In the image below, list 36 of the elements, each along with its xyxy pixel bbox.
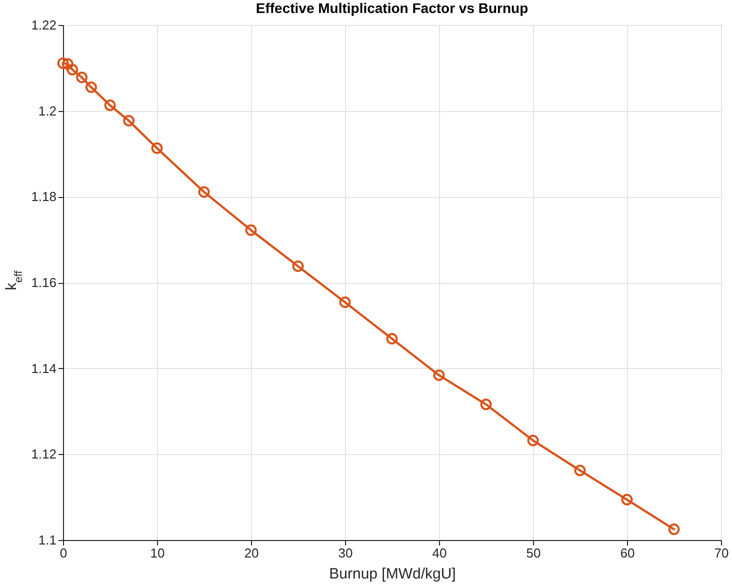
point xyxy=(574,464,586,476)
point xyxy=(386,332,398,344)
point xyxy=(433,369,445,381)
point xyxy=(66,64,78,76)
x-tick-label: 0 xyxy=(60,546,68,560)
point xyxy=(480,398,492,410)
y-tick-label: 1.2 xyxy=(38,103,56,118)
x-axis-title: Burnup [MWd/kgU] xyxy=(329,566,456,582)
y-tick-label: 1.18 xyxy=(31,189,56,204)
y-tick-label: 1.22 xyxy=(31,18,56,32)
point xyxy=(668,524,680,536)
chart-title: Effective Multiplication Factor vs Burnup xyxy=(256,0,528,16)
x-tick-label: 70 xyxy=(714,546,729,560)
x-tick-label: 30 xyxy=(338,546,353,560)
x-tick-label: 50 xyxy=(526,546,541,560)
y-tick-label: 1.16 xyxy=(31,275,56,290)
x-tick-label: 40 xyxy=(432,546,447,560)
y-tick-label: 1.14 xyxy=(31,360,56,376)
point xyxy=(104,100,116,111)
y-tick-label: 1.12 xyxy=(31,446,56,462)
point xyxy=(85,81,97,93)
point xyxy=(245,224,257,236)
x-tick-label: 60 xyxy=(620,546,635,560)
x-tick-label: 20 xyxy=(244,546,259,560)
point xyxy=(62,58,74,70)
point xyxy=(57,57,69,69)
x-tick-label: 10 xyxy=(150,546,165,560)
point xyxy=(151,142,163,154)
point xyxy=(292,260,304,272)
point xyxy=(339,296,351,308)
point xyxy=(123,114,135,126)
point xyxy=(198,186,210,198)
point xyxy=(527,434,539,446)
point xyxy=(621,494,633,506)
point xyxy=(76,72,88,84)
y-tick-label: 1.1 xyxy=(38,532,56,548)
